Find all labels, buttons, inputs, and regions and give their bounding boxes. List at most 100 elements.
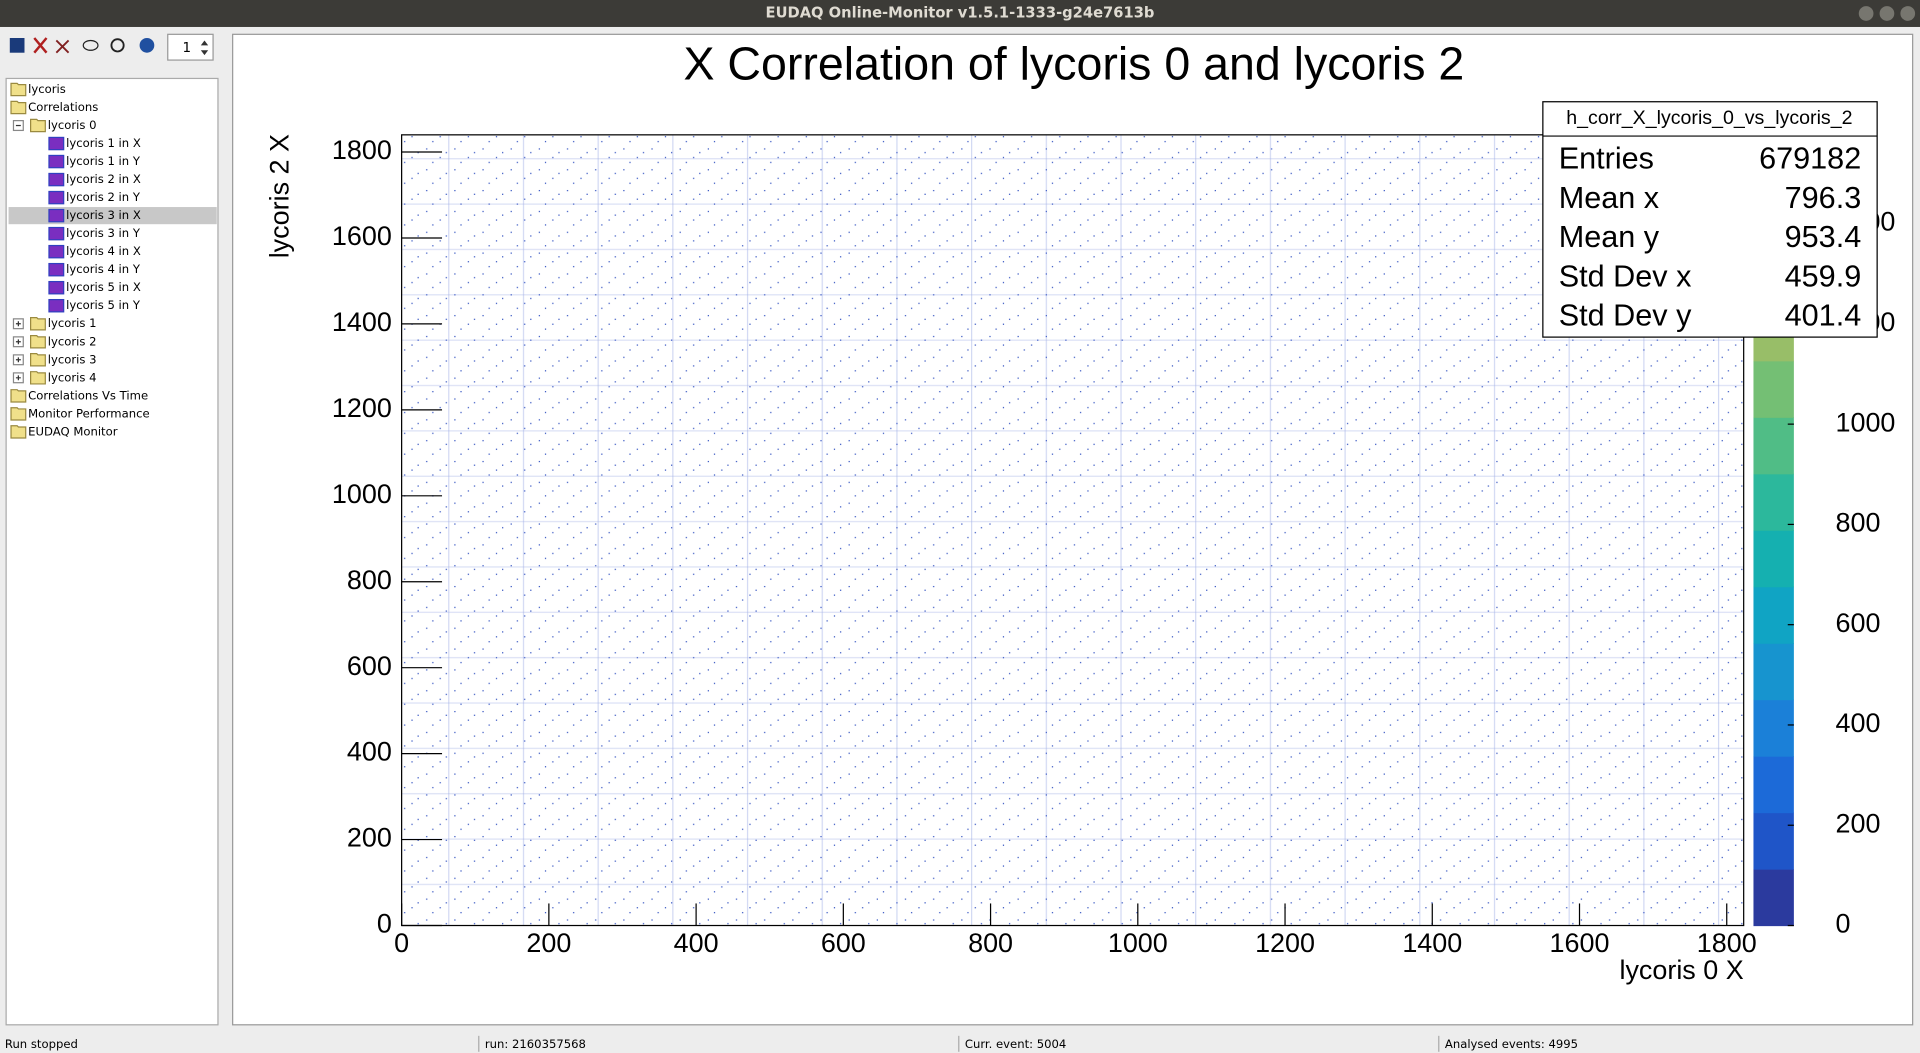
color-bar-step xyxy=(1753,869,1794,927)
histogram-icon xyxy=(48,190,65,205)
status-field: run: 2160357568 xyxy=(485,1037,586,1051)
maximize-button[interactable] xyxy=(1879,6,1895,21)
stats-box xyxy=(1542,101,1878,338)
stats-value: 953.4 xyxy=(1785,220,1862,254)
y-tick-label: 1600 xyxy=(332,221,392,251)
tree-item[interactable]: lycoris 2 xyxy=(48,334,97,348)
tree-item[interactable]: lycoris 2 in X xyxy=(66,172,141,186)
tree-item[interactable]: lycoris 3 in Y xyxy=(66,226,141,240)
z-tick-label: 800 xyxy=(1836,508,1881,538)
folder-icon xyxy=(10,425,27,439)
z-tick-label: 1000 xyxy=(1836,407,1896,437)
tree-item[interactable]: lycoris 3 xyxy=(48,352,97,366)
x-axis-label: lycoris 0 X xyxy=(1619,955,1743,985)
x-tick-label: 800 xyxy=(968,928,1013,958)
tree-panel xyxy=(5,77,219,1026)
tree-item[interactable]: Correlations xyxy=(28,100,98,114)
expander-sign xyxy=(15,357,21,363)
z-tick-label: 600 xyxy=(1836,608,1881,638)
minimize-button[interactable] xyxy=(1858,6,1874,21)
histogram-icon xyxy=(48,154,65,169)
folder-icon xyxy=(30,118,46,133)
x-tick-label: 0 xyxy=(394,928,409,958)
histogram-icon xyxy=(48,280,65,295)
expander-sign xyxy=(15,375,21,381)
x-tick-label: 600 xyxy=(821,928,866,958)
z-tick-label: 0 xyxy=(1836,909,1851,939)
close-icon[interactable] xyxy=(33,37,48,54)
y-tick-label: 1000 xyxy=(332,479,392,509)
save-icon[interactable] xyxy=(9,38,25,53)
quit-icon[interactable] xyxy=(55,39,70,54)
stats-value: 679182 xyxy=(1759,142,1861,176)
folder-icon xyxy=(30,317,46,331)
stats-label: Mean y xyxy=(1559,220,1660,254)
x-tick-label: 1400 xyxy=(1402,928,1462,958)
stats-value: 796.3 xyxy=(1785,181,1862,215)
x-tick-label: 1600 xyxy=(1550,928,1610,958)
histogram-icon xyxy=(48,208,65,223)
close-button[interactable] xyxy=(1900,6,1916,21)
y-tick-label: 200 xyxy=(347,823,392,853)
y-tick-label: 800 xyxy=(347,565,392,595)
tree-item[interactable]: lycoris 1 in X xyxy=(66,136,141,150)
tree-item[interactable]: lycoris 4 in Y xyxy=(66,262,141,276)
status-field: Run stopped xyxy=(5,1037,78,1051)
tree-item[interactable]: lycoris 1 xyxy=(48,316,97,330)
color-bar-step xyxy=(1753,756,1794,814)
view-icon[interactable] xyxy=(82,39,99,51)
window-title: EUDAQ Online-Monitor v1.5.1-1333-g24e761… xyxy=(766,4,1155,21)
color-bar-step xyxy=(1753,473,1794,531)
color-bar-step xyxy=(1753,360,1794,418)
tree-item[interactable]: EUDAQ Monitor xyxy=(28,424,118,438)
histogram-icon xyxy=(48,172,65,187)
status-fields: Run stopped run: 2160357568 Curr. event: 5… xyxy=(5,1035,1578,1052)
status-bar xyxy=(0,1033,1920,1053)
stats-name: h_corr_X_lycoris_0_vs_lycoris_2 xyxy=(1566,107,1852,129)
z-tick-label: 200 xyxy=(1836,808,1881,838)
y-tick-label: 0 xyxy=(377,909,392,939)
folder-icon xyxy=(10,100,27,115)
spin-value: 1 xyxy=(182,40,191,56)
histogram-icon xyxy=(48,244,65,259)
histogram-icon xyxy=(48,298,65,313)
folder-icon xyxy=(30,335,46,349)
title-bar xyxy=(0,0,1920,27)
tree-item[interactable]: lycoris xyxy=(28,82,66,96)
y-tick-label: 1800 xyxy=(332,135,392,165)
x-tick-label: 200 xyxy=(526,928,571,958)
color-bar-step xyxy=(1753,699,1794,757)
spin-arrows[interactable] xyxy=(200,40,209,56)
stats-label: Std Dev x xyxy=(1559,259,1692,293)
power-icon[interactable] xyxy=(110,38,125,53)
spin-box[interactable] xyxy=(167,33,214,61)
tree-item[interactable]: lycoris 4 xyxy=(48,370,97,384)
y-tick-label: 1200 xyxy=(332,393,392,423)
x-tick-label: 1200 xyxy=(1255,928,1315,958)
x-tick-label: 1800 xyxy=(1697,928,1757,958)
info-icon[interactable] xyxy=(139,38,155,53)
color-bar-step xyxy=(1753,417,1794,475)
stats-label: Std Dev y xyxy=(1559,299,1692,333)
tree-item[interactable]: lycoris 4 in X xyxy=(66,244,141,258)
histogram-icon xyxy=(48,136,65,151)
tree-item[interactable]: lycoris 1 in Y xyxy=(66,154,141,168)
tree-item[interactable]: lycoris 5 in Y xyxy=(66,298,141,312)
tree-item[interactable]: Correlations Vs Time xyxy=(28,388,148,402)
folder-icon xyxy=(10,389,27,403)
tree-item[interactable]: Monitor Performance xyxy=(28,406,149,420)
histogram-icon xyxy=(48,226,65,241)
z-tick-label: 400 xyxy=(1836,708,1881,738)
toolbar: 1 xyxy=(9,33,214,61)
folder-icon xyxy=(30,353,46,367)
histogram-icon xyxy=(48,262,65,277)
x-tick-label: 400 xyxy=(674,928,719,958)
folder-icon xyxy=(10,407,27,421)
tree-item[interactable]: lycoris 0 xyxy=(48,118,97,132)
tree-item[interactable]: lycoris 5 in X xyxy=(66,280,141,294)
expander-sign xyxy=(15,339,21,345)
status-field: Curr. event: 5004 xyxy=(965,1037,1066,1051)
tree-item[interactable]: lycoris 3 in X xyxy=(66,208,141,222)
tree-item[interactable]: lycoris 2 in Y xyxy=(66,190,141,204)
